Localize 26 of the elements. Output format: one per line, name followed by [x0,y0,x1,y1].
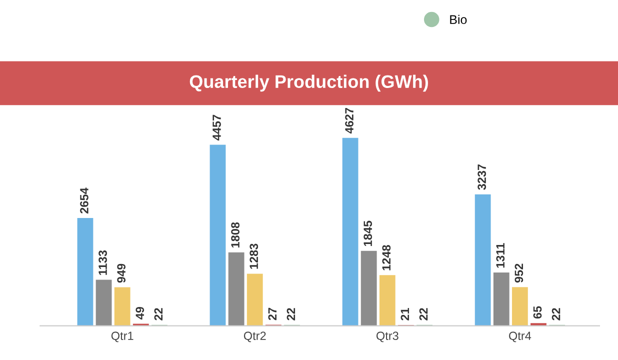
data-label: 65 [533,306,542,319]
data-label: 22 [286,308,296,320]
data-label: 1845 [364,220,372,246]
data-label: 49 [136,306,144,320]
data-label: 1311 [496,243,505,268]
data-label: 949 [117,264,126,283]
chart-title: Quarterly Production (GWh) [190,74,428,92]
data-label: 22 [419,308,428,320]
data-label: 1133 [98,250,107,275]
x-tick-label: Qtr1 [111,332,134,342]
data-label: 27 [268,308,276,320]
data-label: 1248 [382,245,391,270]
data-label: 4627 [345,108,354,134]
data-label: 4457 [212,114,221,140]
data-label: 22 [552,308,560,320]
data-label: 1283 [250,244,258,269]
x-tick-label: Qtr4 [509,332,532,342]
x-tick-label: Qtr2 [244,332,266,342]
data-label: 2654 [80,188,88,214]
data-label: 3237 [478,164,486,190]
data-label: 21 [400,308,410,320]
x-tick-label: Qtr3 [376,332,398,342]
data-label: 22 [154,308,163,320]
data-label: 1808 [231,222,240,248]
data-label: 952 [514,264,524,283]
legend-label: Bio [450,14,467,24]
